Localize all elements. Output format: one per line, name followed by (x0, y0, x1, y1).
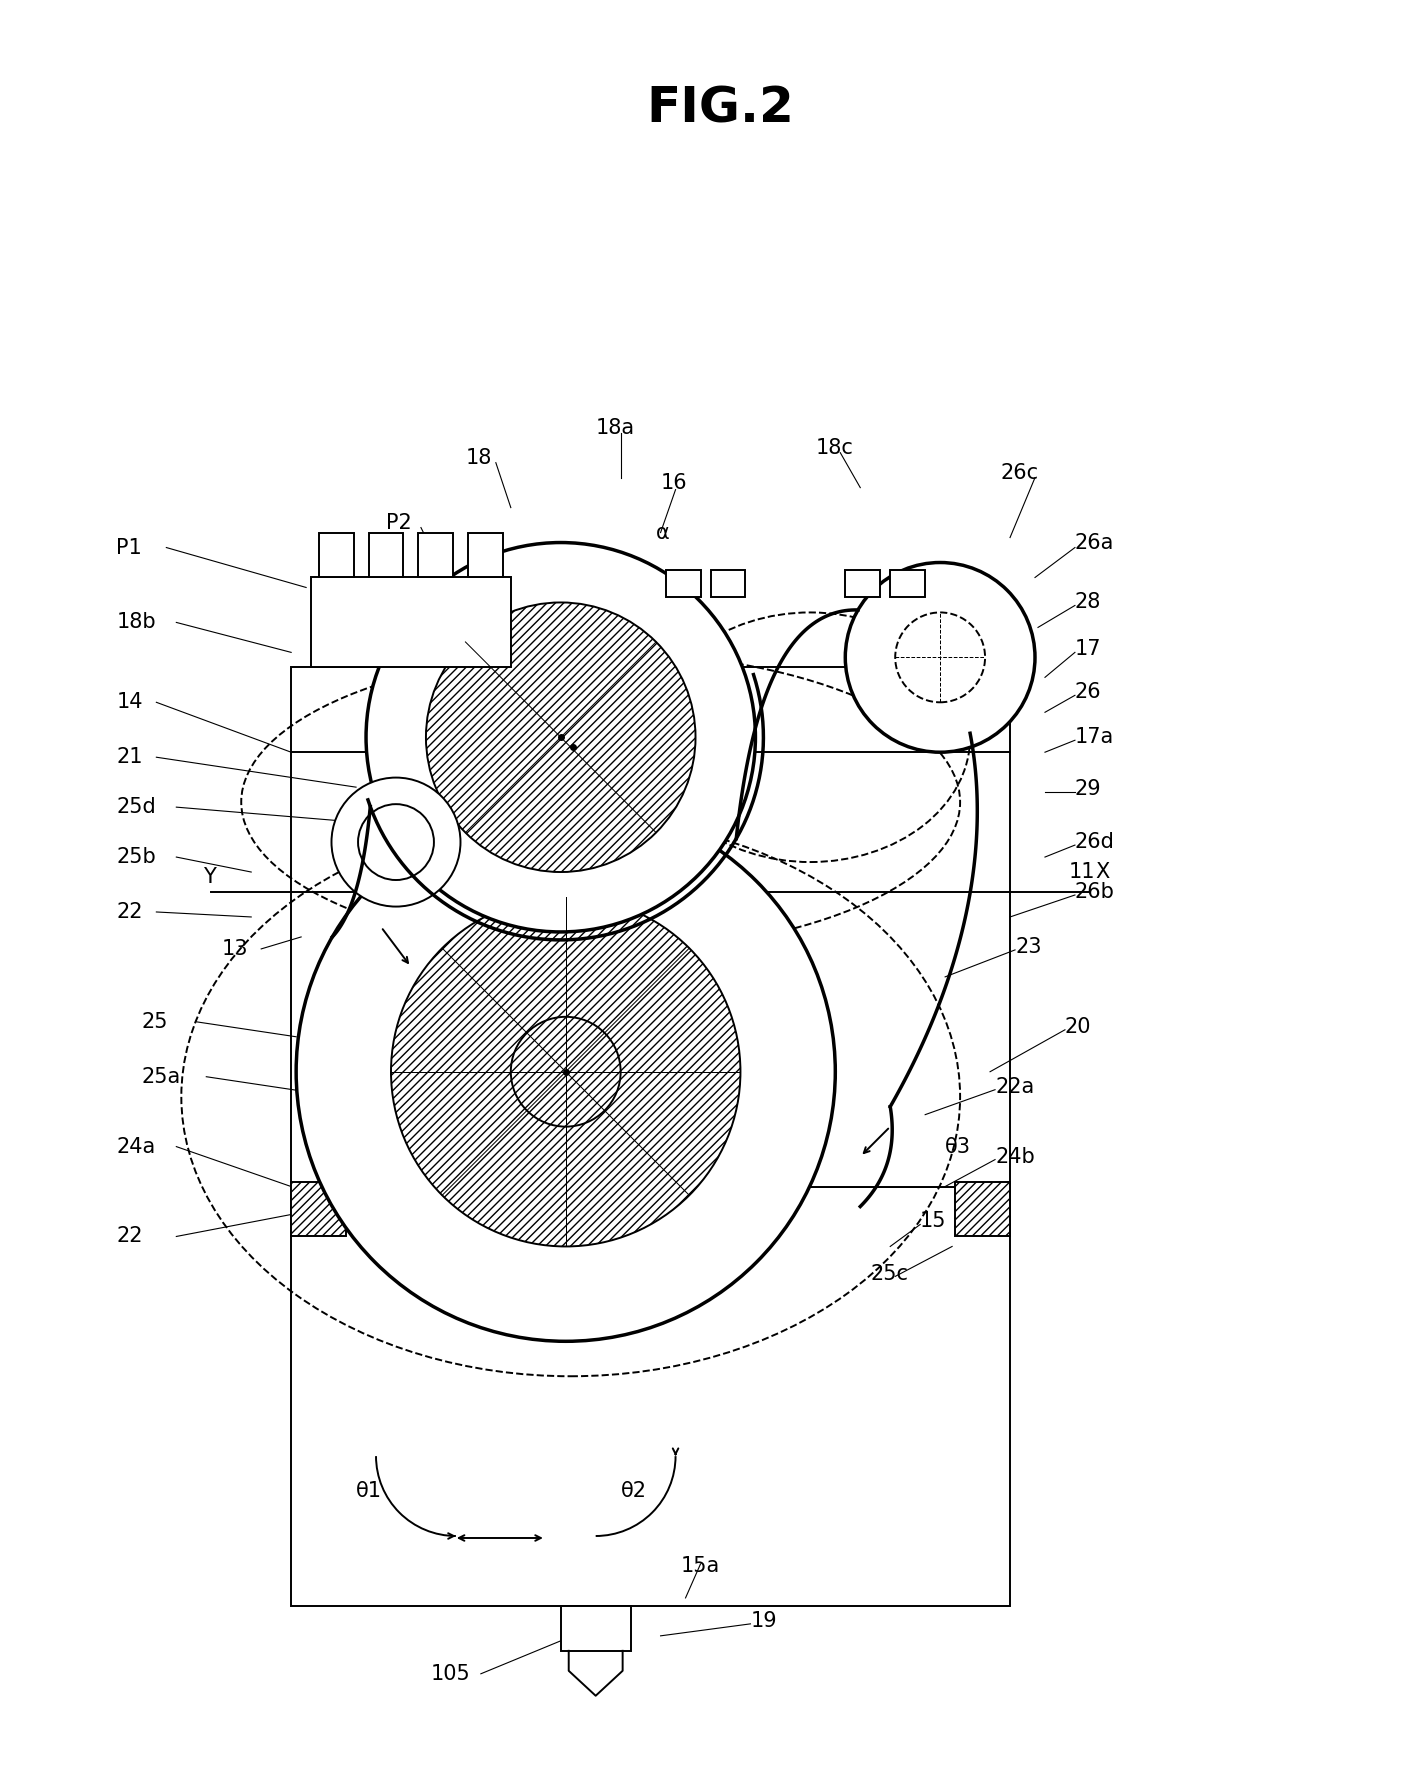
Text: 28: 28 (1074, 593, 1101, 613)
Text: 13: 13 (222, 938, 247, 960)
Bar (291, 667, 1010, 1187)
Text: P1: P1 (117, 538, 142, 558)
Text: Y: Y (203, 867, 216, 886)
Circle shape (895, 613, 985, 702)
Circle shape (845, 563, 1034, 752)
Bar (311, 577, 510, 667)
Text: 17: 17 (1074, 640, 1101, 659)
Text: 26c: 26c (1000, 463, 1039, 482)
Text: 18a: 18a (595, 418, 635, 438)
Text: 22a: 22a (995, 1078, 1034, 1097)
Text: 25a: 25a (141, 1067, 180, 1086)
Circle shape (296, 802, 836, 1342)
Text: 25b: 25b (117, 847, 156, 867)
Bar (318, 533, 354, 577)
Text: 18b: 18b (117, 613, 156, 633)
Bar (418, 533, 453, 577)
Text: 24b: 24b (995, 1147, 1034, 1167)
Text: 11: 11 (1069, 861, 1096, 883)
Text: FIG.2: FIG.2 (647, 84, 794, 132)
Text: 16: 16 (661, 472, 688, 493)
Text: X: X (1096, 861, 1110, 883)
Text: 25: 25 (141, 1011, 168, 1031)
Text: 20: 20 (1064, 1017, 1091, 1036)
Text: θ1: θ1 (357, 1481, 382, 1501)
Bar (955, 1181, 1010, 1237)
Text: α: α (655, 522, 669, 543)
Text: 15a: 15a (681, 1556, 720, 1576)
Text: 26d: 26d (1074, 833, 1115, 852)
Circle shape (391, 897, 740, 1247)
Text: θ2: θ2 (621, 1481, 647, 1501)
Text: 25d: 25d (117, 797, 156, 817)
Text: 24a: 24a (117, 1137, 156, 1156)
Bar (291, 1181, 347, 1237)
Circle shape (367, 543, 756, 933)
Text: 26a: 26a (1074, 533, 1114, 552)
Bar (368, 533, 404, 577)
Text: 25c: 25c (870, 1265, 908, 1285)
Text: 26b: 26b (1074, 883, 1115, 902)
Bar (561, 1607, 631, 1651)
Text: 26: 26 (1074, 683, 1101, 702)
Circle shape (426, 602, 695, 872)
Text: 15: 15 (921, 1212, 946, 1231)
Text: 19: 19 (750, 1610, 777, 1632)
Text: 18: 18 (466, 449, 492, 468)
Circle shape (358, 804, 433, 879)
Text: 105: 105 (431, 1664, 470, 1683)
Text: 29: 29 (1074, 779, 1101, 799)
Bar (291, 1187, 1010, 1607)
Text: 22: 22 (117, 1226, 144, 1247)
Text: θ3: θ3 (945, 1137, 971, 1156)
Text: 22: 22 (117, 902, 144, 922)
Bar (665, 570, 701, 597)
Text: 14: 14 (117, 692, 144, 713)
Text: 23: 23 (1015, 936, 1042, 956)
Text: 17a: 17a (1074, 727, 1114, 747)
Bar (710, 570, 746, 597)
Circle shape (331, 777, 460, 906)
Bar (890, 570, 925, 597)
Text: 21: 21 (117, 747, 144, 767)
Text: 18c: 18c (816, 438, 853, 457)
Bar (845, 570, 880, 597)
Circle shape (510, 1017, 621, 1126)
Text: P2: P2 (387, 513, 412, 533)
Bar (469, 533, 503, 577)
